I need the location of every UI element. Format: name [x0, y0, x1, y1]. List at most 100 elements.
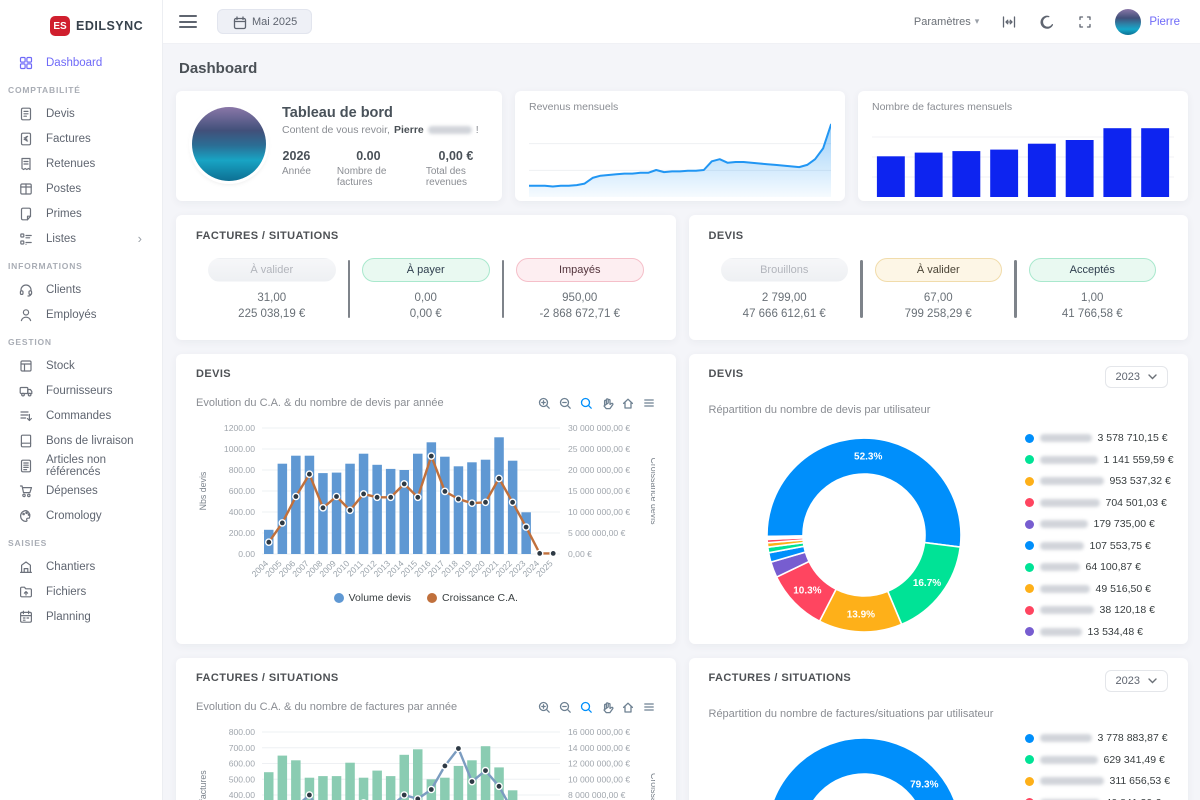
svg-text:400.00: 400.00 [229, 507, 256, 517]
legend-item[interactable]: 13 534,48 € [1024, 626, 1174, 638]
sidebar-item-retenues[interactable]: Retenues [0, 151, 162, 176]
folder-icon [18, 584, 34, 600]
status-chip-a-valider[interactable]: À valider [874, 258, 1002, 282]
sidebar-item-fournisseurs[interactable]: Fournisseurs [0, 378, 162, 403]
stat-count: 31,00 [257, 292, 287, 304]
sidebar-item-factures[interactable]: Factures [0, 126, 162, 151]
stat-count: 67,00 [923, 292, 953, 304]
welcome-stat-value: 2026 [282, 149, 311, 163]
sidebar-item-chantiers[interactable]: Chantiers [0, 554, 162, 579]
redacted-user-name [1039, 734, 1092, 742]
legend-item-croissance-c-a[interactable]: Croissance C.A. [427, 592, 518, 604]
factures-situations-stats-card: FACTURES / SITUATIONS À valider 31,00 225 … [176, 215, 676, 340]
sidebar-item-articles-non-references[interactable]: Articles non référencés [0, 453, 162, 478]
status-chip-a-valider[interactable]: À valider [208, 258, 336, 282]
sidebar-item-depenses[interactable]: Dépenses [0, 478, 162, 503]
sidebar-item-employes[interactable]: Employés [0, 302, 162, 327]
svg-text:0.00: 0.00 [238, 549, 255, 559]
user-menu[interactable]: Pierre [1115, 8, 1180, 35]
zoom-in-icon[interactable] [537, 700, 551, 714]
legend-item[interactable]: 64 100,87 € [1024, 561, 1174, 573]
legend-item[interactable]: 3 778 883,87 € [1024, 732, 1171, 744]
legend-item[interactable]: 953 537,32 € [1024, 475, 1174, 487]
legend-item[interactable]: 3 578 710,15 € [1024, 432, 1174, 444]
sidebar-item-stock[interactable]: Stock [0, 353, 162, 378]
selection-zoom-icon[interactable] [579, 700, 593, 714]
welcome-stat-value: 0,00 € [438, 149, 474, 163]
redacted-user-name [1039, 584, 1090, 593]
zoom-out-icon[interactable] [558, 700, 572, 714]
collapse-width-icon[interactable] [1001, 14, 1017, 30]
status-chip-a-payer[interactable]: À payer [362, 258, 490, 282]
box-icon [18, 358, 34, 374]
list-grid-icon [18, 231, 34, 247]
legend-dot [333, 593, 344, 603]
settings-menu[interactable]: Paramètres ▾ [914, 16, 979, 28]
legend-item[interactable]: 629 341,49 € [1024, 754, 1171, 766]
brand-logo[interactable]: ES EDILSYNC [0, 10, 162, 50]
zoom-in-icon[interactable] [537, 396, 551, 410]
legend-item[interactable]: 1 141 559,59 € [1024, 454, 1174, 466]
svg-text:20 000 000,00 €: 20 000 000,00 € [568, 465, 630, 475]
legend-dot [1024, 755, 1034, 764]
devis-combo-chart: 1200.00 1000.00 800.00 600.00 400.00 200.00 0.… [196, 414, 656, 590]
svg-text:800.00: 800.00 [229, 727, 256, 737]
month-picker-button[interactable]: Mai 2025 [217, 9, 313, 34]
legend-value: 311 656,53 € [1109, 775, 1171, 787]
legend-dot [1024, 733, 1034, 743]
year-select[interactable]: 2023 [1104, 366, 1168, 388]
sidebar-item-commandes[interactable]: Commandes [0, 403, 162, 428]
legend-dot [1024, 476, 1034, 486]
legend-item[interactable]: 38 120,18 € [1024, 604, 1174, 616]
status-chip-brouillons[interactable]: Brouillons [720, 258, 848, 282]
pan-hand-icon[interactable] [600, 396, 614, 410]
redacted-user-name [1039, 755, 1098, 764]
sidebar-item-cromology[interactable]: Cromology [0, 503, 162, 528]
status-chip-impayes[interactable]: Impayés [516, 258, 644, 282]
legend-value: 953 537,32 € [1109, 475, 1171, 487]
sidebar-item-clients[interactable]: Clients [0, 277, 162, 302]
svg-text:10 000 000,00 €: 10 000 000,00 € [568, 507, 630, 517]
menu-icon[interactable] [642, 700, 656, 714]
home-icon[interactable] [621, 700, 635, 714]
legend-dot [1024, 433, 1034, 443]
legend-item[interactable]: 704 501,03 € [1024, 497, 1174, 509]
sidebar-item-label: Primes [46, 207, 82, 220]
selection-zoom-icon[interactable] [579, 396, 593, 410]
legend-item[interactable]: 49 516,50 € [1024, 583, 1174, 595]
truck-icon [18, 383, 34, 399]
sidebar-item-planning[interactable]: Planning [0, 604, 162, 629]
sidebar-item-label: Dashboard [46, 56, 103, 69]
legend-item[interactable]: 179 735,00 € [1024, 518, 1174, 530]
sidebar-item-devis[interactable]: Devis [0, 101, 162, 126]
pan-hand-icon[interactable] [600, 700, 614, 714]
welcome-greeting: Content de vous revoir, Pierre ! [282, 124, 479, 136]
sidebar-item-fichiers[interactable]: Fichiers [0, 579, 162, 604]
legend-item[interactable]: 40 841,30 € [1024, 797, 1171, 800]
year-select[interactable]: 2023 [1104, 670, 1168, 692]
menu-toggle-icon[interactable] [179, 12, 197, 32]
menu-icon[interactable] [642, 396, 656, 410]
fullscreen-icon[interactable] [1077, 14, 1093, 30]
home-icon[interactable] [621, 396, 635, 410]
status-chip-acceptes[interactable]: Acceptés [1028, 258, 1156, 282]
legend-value: 3 778 883,87 € [1097, 732, 1168, 744]
stat-divider [860, 260, 863, 318]
legend-item[interactable]: 311 656,53 € [1024, 775, 1171, 787]
sidebar-item-bons-de-livraison[interactable]: Bons de livraison [0, 428, 162, 453]
legend-dot [1024, 584, 1034, 593]
zoom-out-icon[interactable] [558, 396, 572, 410]
dark-mode-moon-icon[interactable] [1039, 14, 1055, 30]
redacted-user-name [1039, 777, 1104, 785]
redacted-user-name [1039, 541, 1084, 550]
month-picker-label: Mai 2025 [252, 15, 298, 28]
factures-mensuelles-card: Nombre de factures mensuels [858, 91, 1188, 201]
sidebar-item-dashboard[interactable]: Dashboard [0, 50, 162, 75]
file-corner-icon [18, 206, 34, 222]
sidebar-item-primes[interactable]: Primes [0, 201, 162, 226]
sidebar-item-listes[interactable]: Listes › [0, 226, 162, 251]
legend-item-volume-devis[interactable]: Volume devis [333, 592, 411, 604]
legend-item[interactable]: 107 553,75 € [1024, 540, 1174, 552]
svg-text:79.3%: 79.3% [910, 779, 938, 790]
sidebar-item-postes[interactable]: Postes [0, 176, 162, 201]
